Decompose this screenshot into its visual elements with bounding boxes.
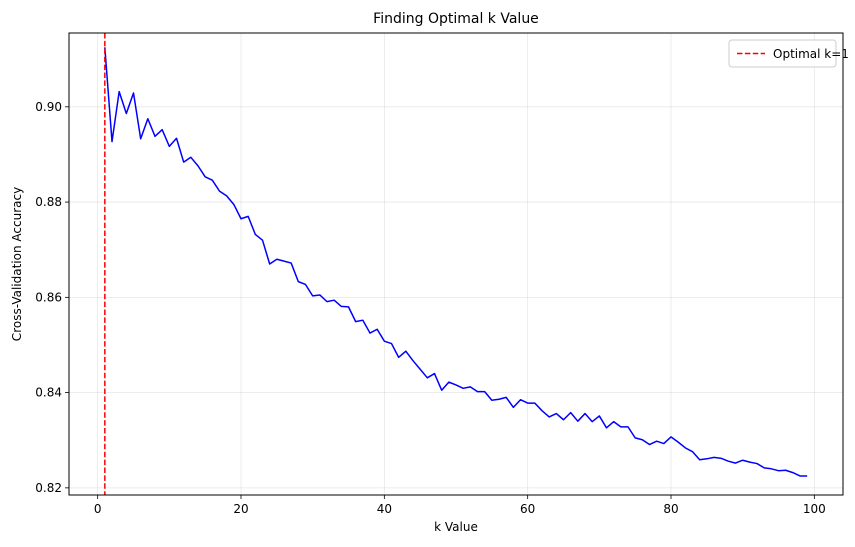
accuracy-line [104, 47, 808, 477]
axes-frame [68, 32, 844, 496]
x-tick-label: 40 [377, 502, 392, 516]
x-tick-label: 100 [803, 502, 826, 516]
chart-title: Finding Optimal k Value [373, 11, 539, 27]
legend-box [728, 39, 837, 68]
y-axis-label: Cross-Validation Accuracy [10, 187, 24, 341]
y-tick-label: 0.82 [35, 481, 62, 495]
plot-data [104, 33, 808, 495]
x-tick-label: 80 [663, 502, 678, 516]
y-tick-label: 0.84 [35, 386, 62, 400]
x-tick-label: 0 [94, 502, 102, 516]
axis-ticks: 0 20 40 60 80 100 0.82 0.84 0.86 0.88 0.90 [35, 100, 826, 516]
legend-label-optimal-k: Optimal k=1 [773, 47, 849, 61]
y-tick-label: 0.88 [35, 195, 62, 209]
legend: Optimal k=1 [728, 39, 849, 68]
grid [69, 33, 843, 495]
y-tick-label: 0.90 [35, 100, 62, 114]
x-tick-label: 20 [233, 502, 248, 516]
y-tick-label: 0.86 [35, 290, 62, 304]
x-tick-label: 60 [520, 502, 535, 516]
x-axis-label: k Value [434, 520, 478, 534]
